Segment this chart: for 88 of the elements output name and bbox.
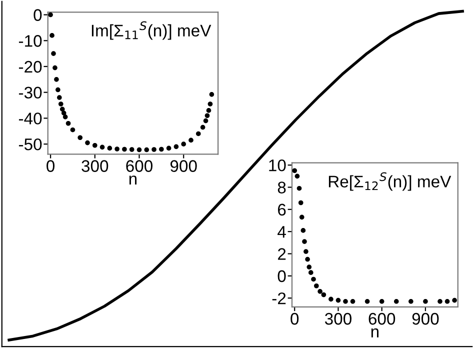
- point: [302, 239, 307, 244]
- x-tick-label: 0: [290, 312, 299, 325]
- x-tick-label: 900: [412, 312, 439, 325]
- point: [70, 127, 76, 132]
- point: [188, 138, 194, 143]
- point: [296, 186, 302, 191]
- point: [78, 135, 83, 140]
- y-tick-label: -20: [18, 60, 42, 73]
- point: [136, 147, 142, 152]
- text: Re[Σ$_{12}$$^{S}$(n)] meV: [328, 172, 452, 191]
- point: [107, 146, 112, 151]
- point: [52, 65, 58, 70]
- y-tick-label: -2: [272, 292, 286, 304]
- point: [51, 51, 56, 56]
- point: [300, 228, 306, 233]
- point: [114, 146, 120, 152]
- point: [408, 298, 414, 304]
- point: [364, 298, 370, 304]
- point: [314, 283, 319, 288]
- point: [152, 147, 156, 152]
- x-tick-label: 300: [324, 312, 352, 325]
- y-tick-label: 0: [34, 9, 42, 21]
- x-axis-title: n: [371, 328, 378, 338]
- point: [299, 214, 304, 220]
- point: [328, 296, 334, 302]
- x-tick-label: 0: [46, 160, 55, 172]
- point: [92, 142, 98, 148]
- point: [61, 110, 66, 116]
- y-tick-label: 0: [278, 270, 286, 282]
- point: [60, 106, 65, 112]
- point: [423, 298, 428, 304]
- point: [57, 95, 62, 100]
- point: [292, 168, 298, 174]
- point: [166, 146, 172, 151]
- x-tick-label: 900: [170, 160, 197, 172]
- point: [203, 118, 208, 124]
- x-tick-label: 300: [82, 160, 108, 172]
- point: [122, 146, 127, 152]
- point: [174, 144, 179, 150]
- point: [129, 147, 134, 152]
- y-tick-label: -50: [18, 138, 42, 150]
- y-tick-label: 6: [278, 204, 286, 216]
- point: [66, 120, 71, 126]
- point: [50, 33, 54, 38]
- point: [321, 292, 326, 298]
- point: [54, 77, 59, 82]
- point: [200, 124, 206, 130]
- point: [58, 102, 64, 106]
- y-tick-label: -30: [18, 86, 42, 99]
- y-tick-label: 8: [278, 182, 286, 194]
- point: [159, 146, 164, 152]
- x-axis-title: n: [129, 176, 137, 185]
- point: [209, 92, 214, 97]
- point: [144, 147, 150, 152]
- point: [196, 131, 201, 136]
- point: [305, 256, 310, 262]
- point: [62, 114, 68, 120]
- point: [298, 200, 304, 206]
- y-tick-label: 2: [278, 248, 286, 260]
- point: [308, 270, 314, 275]
- point: [208, 102, 213, 106]
- y-tick-label: 4: [278, 226, 286, 238]
- point: [206, 108, 212, 113]
- point: [204, 113, 210, 118]
- point: [438, 298, 442, 304]
- y-tick-label: -10: [18, 35, 42, 47]
- point: [343, 298, 348, 304]
- point: [318, 289, 322, 294]
- point: [350, 298, 356, 304]
- point: [379, 298, 384, 304]
- point: [311, 276, 316, 282]
- point: [336, 298, 341, 303]
- point: [294, 174, 300, 179]
- point: [304, 249, 308, 254]
- point: [306, 264, 312, 270]
- x-tick-label: 600: [126, 160, 152, 172]
- point: [85, 140, 90, 146]
- text: Im[Σ$_{11}$$^{S}$(n)] meV: [92, 21, 212, 40]
- point: [100, 144, 105, 150]
- y-tick-label: 10: [269, 159, 286, 172]
- point: [452, 298, 457, 303]
- y-tick-label: -40: [18, 112, 42, 124]
- point: [394, 298, 399, 304]
- point: [181, 142, 186, 146]
- point: [444, 298, 450, 304]
- x-tick-label: 600: [368, 312, 396, 325]
- point: [48, 12, 53, 18]
- point: [56, 87, 60, 92]
